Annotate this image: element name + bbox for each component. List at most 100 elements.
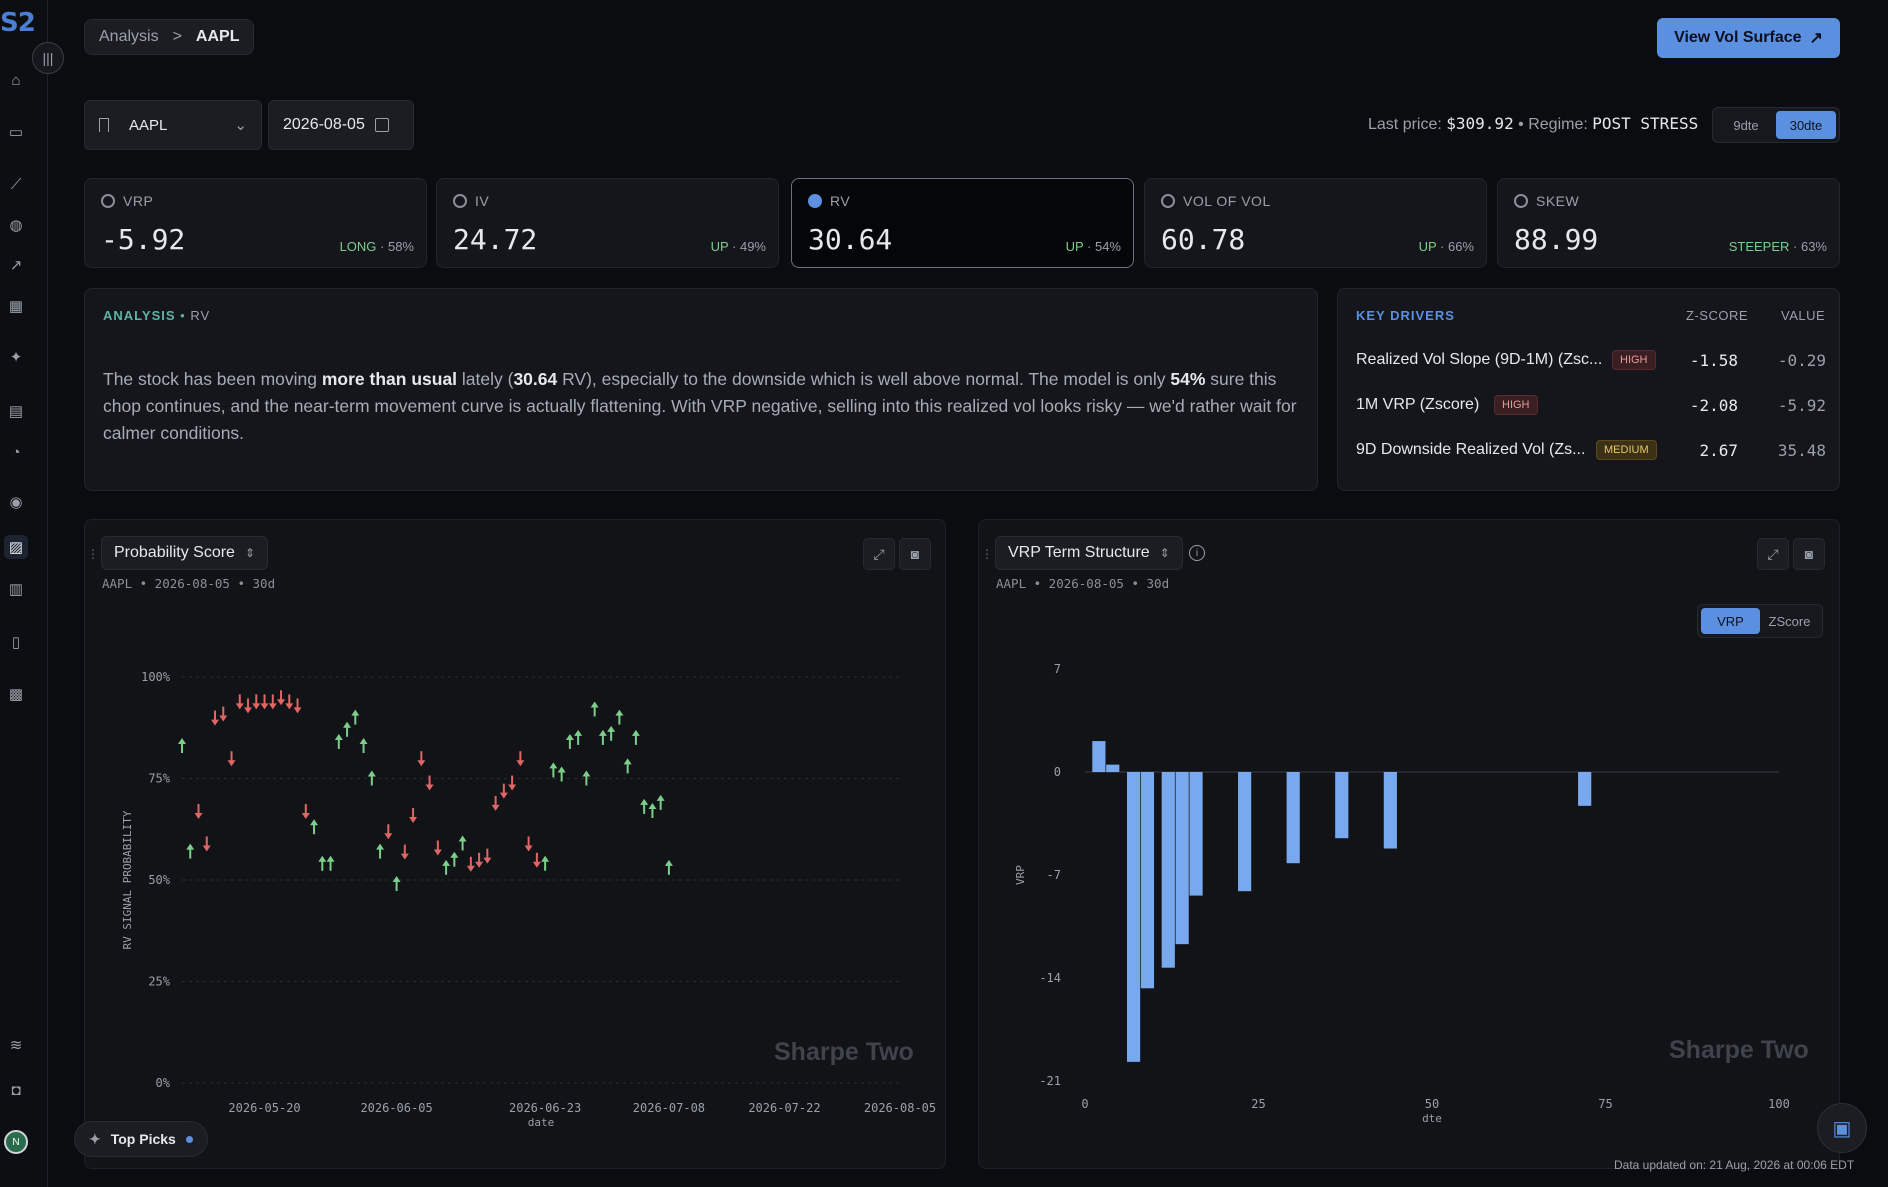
line-chart-icon[interactable]: ⟋ [10, 175, 22, 193]
last-price-label: Last price: [1368, 116, 1442, 133]
vrp-bar[interactable] [1238, 772, 1252, 892]
view-vol-surface-button[interactable]: View Vol Surface ↗ [1657, 18, 1840, 58]
vrp-bar[interactable] [1335, 772, 1349, 839]
trending-icon[interactable]: ↗ [9, 257, 23, 274]
arrow-up-marker [367, 770, 376, 786]
expand-icon[interactable]: ⤢ [1757, 538, 1789, 570]
vrp-bar[interactable] [1175, 772, 1189, 945]
broadcast-icon[interactable]: ◉ [9, 494, 23, 511]
vrp-bar[interactable] [1140, 772, 1155, 989]
chevron-down-icon: ⌄ [234, 117, 247, 134]
settings-sliders-icon[interactable]: ≋ [9, 1037, 23, 1054]
vrp-bar[interactable] [1578, 772, 1592, 806]
toggle-zscore[interactable]: ZScore [1768, 613, 1811, 629]
ticker-select[interactable]: AAPL ⌄ [84, 100, 262, 150]
metric-tag: STEEPER [1728, 239, 1790, 254]
x-tick-label: 100 [1768, 1097, 1790, 1111]
toggle-vrp[interactable]: VRP [1701, 608, 1760, 634]
bookmark-icon [99, 118, 109, 132]
grid-icon[interactable]: ▩ [8, 686, 24, 703]
discord-icon[interactable]: ◘ [11, 1081, 21, 1099]
metric-trend: LONG · 58% [339, 239, 414, 254]
table-icon[interactable]: ▦ [8, 298, 24, 315]
layout-icon[interactable]: ▥ [8, 581, 24, 598]
driver-value: -5.92 [1777, 395, 1826, 415]
gift-icon[interactable]: ▣ [1817, 1103, 1867, 1153]
sparkle-icon[interactable]: ✦ [9, 349, 23, 366]
vrp-bar[interactable] [1383, 772, 1397, 849]
metric-card-iv[interactable]: IV 24.72 UP · 49% [436, 178, 779, 268]
date-picker[interactable]: 2026-08-05 [268, 100, 414, 150]
metric-card-vrp[interactable]: VRP -5.92 LONG · 58% [84, 178, 427, 268]
arrow-up-marker [442, 859, 451, 875]
severity-badge: MEDIUM [1596, 440, 1657, 460]
arrow-down-marker [532, 852, 541, 868]
app-logo[interactable]: S2 [0, 8, 36, 38]
vrp-bar[interactable] [1106, 764, 1120, 772]
dte-option-30[interactable]: 30dte [1776, 111, 1836, 139]
camera-icon[interactable]: ◙ [1793, 538, 1825, 570]
vrp-bar[interactable] [1092, 741, 1106, 772]
arrow-up-marker [648, 802, 657, 818]
metric-card-vol-of-vol[interactable]: VOL OF VOL 60.78 UP · 66% [1144, 178, 1487, 268]
vrp-term-structure-chart: 7 0 -7 -14 -21 0 25 50 75 100 dte VRP [1014, 662, 1790, 1125]
book-icon[interactable]: ▭ [8, 124, 24, 141]
chart-selector[interactable]: Probability Score ⇕ [101, 536, 269, 570]
arrow-up-marker [351, 709, 360, 725]
document-icon[interactable]: ▤ [8, 403, 24, 420]
arrow-down-marker [277, 690, 286, 706]
sidebar-collapse-button[interactable]: ||| [32, 42, 64, 74]
alarm-icon[interactable]: ◔ [11, 443, 21, 461]
x-tick-label: 25 [1251, 1097, 1265, 1111]
view-vol-surface-label: View Vol Surface [1674, 29, 1802, 46]
key-drivers-panel: KEY DRIVERS Z-SCORE VALUE Realized Vol S… [1337, 288, 1840, 491]
arrow-up-marker [664, 859, 673, 875]
metric-pct: 66% [1447, 239, 1474, 254]
metric-card-rv[interactable]: RV 30.64 UP · 54% [791, 178, 1134, 268]
arrow-down-marker [466, 856, 475, 872]
home-icon[interactable]: ⌂ [11, 71, 21, 89]
info-icon[interactable]: i [1189, 545, 1205, 561]
breadcrumb-parent[interactable]: Analysis [99, 28, 159, 45]
vrp-bar[interactable] [1189, 772, 1203, 896]
vrp-bar[interactable] [1286, 772, 1300, 864]
chart-title: VRP Term Structure [1008, 544, 1150, 561]
arrow-up-marker [640, 798, 649, 814]
arrow-up-marker [623, 758, 632, 774]
y-axis-label: VRP [1014, 865, 1027, 885]
arrow-down-marker [211, 710, 220, 726]
arrow-down-marker [194, 803, 203, 819]
market-status: Last price: $309.92 • Regime: POST STRES… [1368, 114, 1698, 134]
metric-value: -5.92 [101, 223, 186, 256]
value-column-header: VALUE [1781, 308, 1826, 323]
key-drivers-title: KEY DRIVERS [1356, 308, 1455, 323]
analysis-text-emphasis: 30.64 [513, 369, 558, 389]
metric-label: VOL OF VOL [1183, 193, 1271, 209]
vrp-bar[interactable] [1161, 772, 1175, 968]
breadcrumb: Analysis > AAPL [84, 19, 255, 55]
notification-dot [185, 1135, 193, 1143]
globe-icon[interactable]: ◍ [9, 217, 23, 234]
metric-trend: UP · 66% [1418, 239, 1474, 254]
metric-header: SKEW [1514, 193, 1579, 209]
top-picks-button[interactable]: ✦ Top Picks [74, 1121, 208, 1157]
arrow-up-marker [598, 729, 607, 745]
vrp-bar[interactable] [1126, 772, 1141, 1062]
analysis-text-part: The stock has been moving [103, 369, 322, 389]
camera-icon[interactable]: ◙ [899, 538, 931, 570]
metric-card-skew[interactable]: SKEW 88.99 STEEPER · 63% [1497, 178, 1840, 268]
avatar[interactable]: N [4, 1130, 28, 1154]
arrow-up-marker [574, 729, 583, 745]
chart-selector[interactable]: VRP Term Structure ⇕ [995, 536, 1183, 570]
bookmark-icon[interactable]: ▯ [11, 634, 21, 651]
arrow-down-marker [293, 698, 302, 714]
analysis-icon[interactable]: ▨ [4, 535, 28, 559]
metric-value: 88.99 [1514, 223, 1599, 256]
arrow-up-marker [656, 794, 665, 810]
arrow-down-marker [260, 694, 269, 710]
arrow-down-marker [475, 852, 484, 868]
expand-icon[interactable]: ⤢ [863, 538, 895, 570]
data-updated-text: Data updated on: 21 Aug, 2026 at 00:06 E… [1614, 1158, 1855, 1172]
dte-option-9[interactable]: 9dte [1733, 117, 1759, 133]
arrow-down-marker [268, 694, 277, 710]
